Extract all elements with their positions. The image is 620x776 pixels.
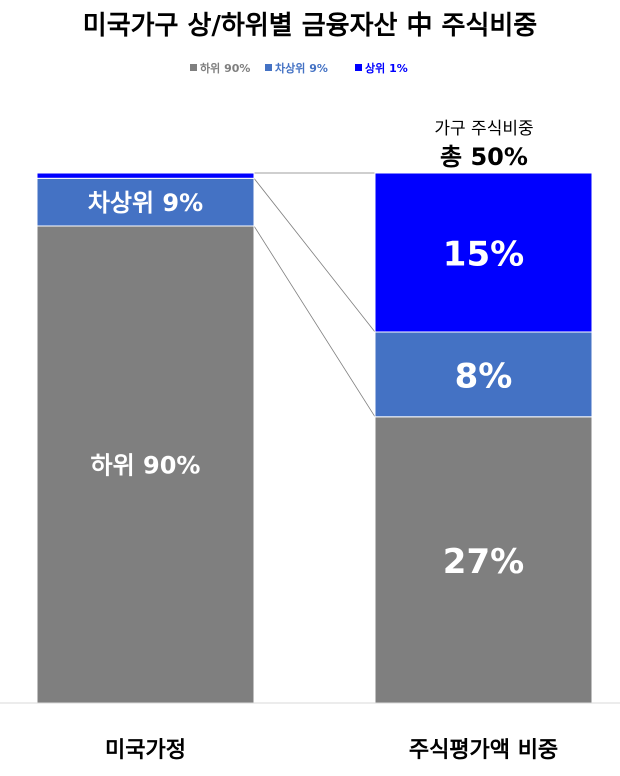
legend-swatch-3 [355,64,362,71]
annotation-total: 총 50% [440,143,528,171]
segment-label-1-3: 상위 1% [99,145,192,173]
segment-label-1-2: 차상위 9% [88,189,203,217]
segment-label-1-1: 하위 90% [91,452,201,480]
legend-swatch-1 [190,64,197,71]
bar-segment-2-1 [374,416,593,704]
legend-label-3: 상위 1% [365,61,408,75]
legend-label-1: 하위 90% [200,61,250,75]
segment-labels: 하위 90% 차상위 9% 상위 1% 27% 8% 15% [88,145,524,582]
category-labels: 미국가정 주식평가액 비중 [105,738,558,763]
chart-title: 미국가구 상/하위별 금융자산 中 주식비중 [83,11,537,41]
bar-segment-1-1 [36,225,255,704]
category-label-1: 미국가정 [105,738,186,763]
bar-segment-2-2 [374,331,593,418]
category-label-2: 주식평가액 비중 [409,738,558,763]
bar-segment-2-3 [374,172,593,333]
annotation-subtitle: 가구 주식비중 [434,119,533,139]
connector-line-3 [253,225,376,418]
legend-swatch-2 [265,64,272,71]
segment-label-2-3: 15% [443,235,524,275]
connector-lines [253,172,376,418]
segment-label-2-1: 27% [443,542,524,582]
legend-label-2: 차상위 9% [275,61,328,75]
legend: 하위 90% 차상위 9% 상위 1% [190,61,408,75]
connector-line-2 [253,178,376,333]
bars [36,172,593,704]
bar-segment-1-3 [36,172,255,179]
segment-label-2-2: 8% [455,356,513,396]
